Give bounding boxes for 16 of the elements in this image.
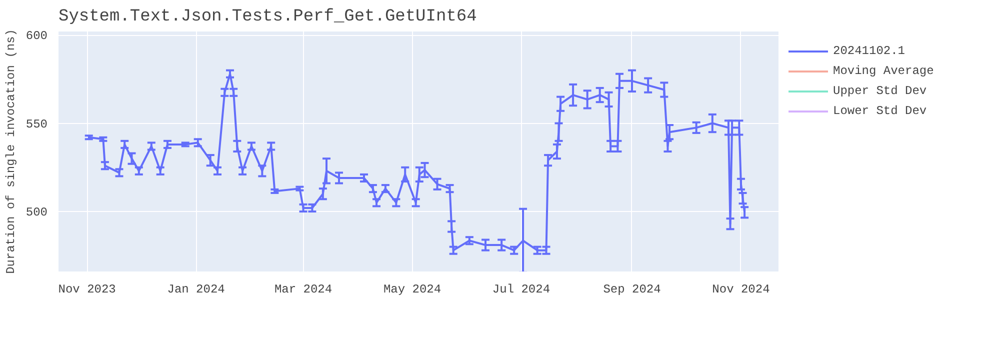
y-tick-label: 500 (26, 206, 48, 220)
x-tick-label: May 2024 (383, 282, 442, 296)
legend-label: Upper Std Dev (833, 84, 927, 98)
legend-label: 20241102.1 (833, 44, 906, 58)
y-tick-label: 600 (26, 29, 48, 44)
y-tick-label: 550 (26, 117, 48, 132)
y-axis-title: Duration of single invocation (ns) (4, 29, 18, 274)
x-tick-label: Jan 2024 (167, 282, 225, 296)
x-tick-label: Nov 2023 (58, 282, 116, 296)
legend-label: Lower Std Dev (833, 104, 927, 118)
x-tick-label: Nov 2024 (712, 282, 770, 296)
chart-title: System.Text.Json.Tests.Perf_Get.GetUInt64 (58, 8, 477, 26)
legend-label: Moving Average (833, 64, 934, 78)
x-tick-label: Sep 2024 (603, 282, 661, 296)
x-tick-label: Jul 2024 (492, 282, 550, 296)
x-tick-label: Mar 2024 (274, 282, 332, 296)
